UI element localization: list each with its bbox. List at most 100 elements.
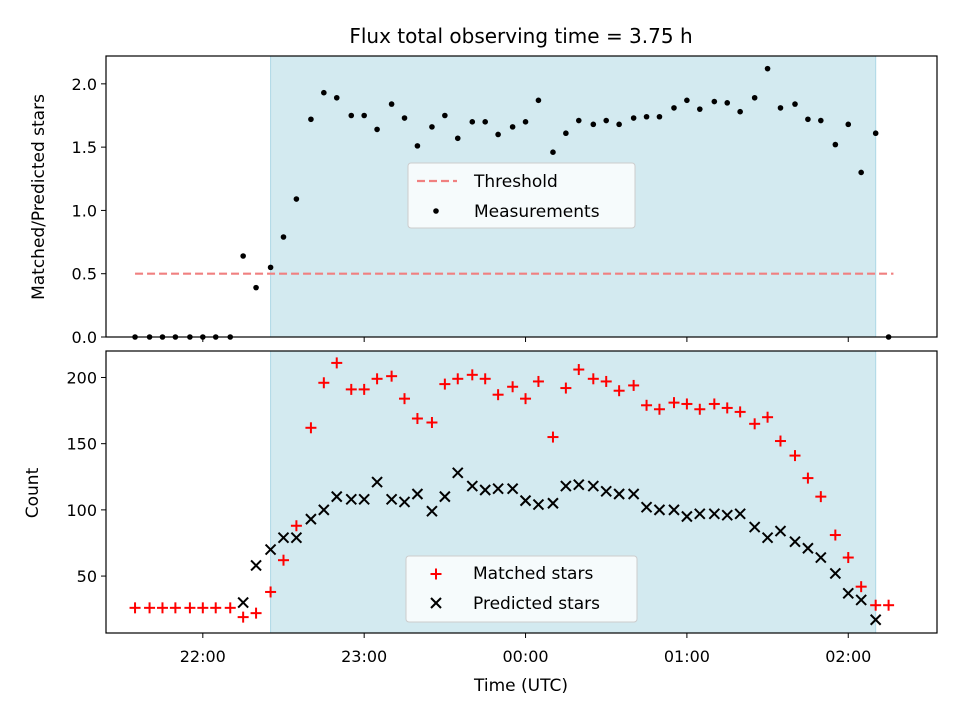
predicted-star-point bbox=[734, 508, 746, 520]
matched-star-point bbox=[560, 382, 572, 394]
measurement-point bbox=[509, 124, 516, 130]
measurement-point bbox=[872, 130, 879, 137]
matched-star-point bbox=[802, 472, 814, 484]
matched-star-point bbox=[532, 375, 544, 387]
measurement-point bbox=[818, 117, 824, 124]
matched-star-point bbox=[883, 599, 895, 611]
matched-star-point bbox=[587, 373, 599, 385]
measurement-point bbox=[616, 121, 622, 128]
measurement-point bbox=[764, 65, 771, 72]
measurement-point bbox=[414, 143, 421, 149]
measurement-point bbox=[429, 124, 435, 130]
bottom-xtick-label: 01:00 bbox=[664, 647, 710, 666]
bottom-legend: Matched stars Predicted stars bbox=[405, 555, 638, 623]
matched-star-point bbox=[386, 370, 398, 382]
matched-star-point bbox=[653, 403, 665, 415]
predicted-star-point bbox=[318, 504, 330, 516]
top-ytick-label: 1.0 bbox=[72, 201, 97, 220]
measurement-point bbox=[751, 94, 758, 101]
matched-star-point bbox=[290, 520, 302, 532]
predicted-star-point bbox=[748, 521, 761, 533]
predicted-star-point bbox=[331, 490, 343, 503]
predicted-star-point bbox=[358, 493, 370, 505]
bottom-xtick-label: 23:00 bbox=[341, 647, 387, 666]
measurement-point bbox=[321, 89, 327, 96]
measurement-point bbox=[469, 119, 476, 125]
predicted-star-point bbox=[345, 493, 357, 505]
predicted-star-point bbox=[600, 485, 612, 498]
predicted-star-point bbox=[613, 488, 625, 500]
predicted-star-point bbox=[855, 594, 867, 606]
measurement-point bbox=[805, 116, 811, 123]
legend-matched-swatch bbox=[430, 568, 442, 580]
measurement-point bbox=[550, 149, 556, 155]
predicted-star-point bbox=[385, 493, 398, 505]
bottom-xtick-label: 00:00 bbox=[502, 647, 548, 666]
matched-star-point bbox=[789, 450, 801, 462]
matched-star-point bbox=[224, 602, 236, 614]
matched-star-point bbox=[641, 399, 653, 411]
measurement-point bbox=[671, 105, 677, 111]
matched-star-point bbox=[708, 398, 720, 410]
matched-star-point bbox=[250, 607, 262, 619]
bottom-ytick-label: 150 bbox=[66, 435, 97, 454]
predicted-star-point bbox=[452, 467, 464, 479]
matched-star-point bbox=[492, 389, 504, 401]
measurement-point bbox=[858, 169, 864, 176]
predicted-star-point bbox=[668, 504, 680, 516]
matched-star-point bbox=[197, 602, 209, 614]
measurement-point bbox=[388, 101, 395, 107]
matched-star-point bbox=[507, 381, 519, 393]
matched-star-point bbox=[749, 418, 761, 430]
legend-predicted-swatch bbox=[430, 597, 442, 609]
predicted-star-point bbox=[802, 542, 814, 554]
matched-star-point bbox=[668, 397, 680, 409]
matched-star-point bbox=[331, 357, 343, 369]
top-legend-box bbox=[407, 162, 636, 229]
measurement-point bbox=[845, 121, 852, 128]
measurement-point bbox=[482, 119, 488, 125]
top-legend: Threshold Measurements bbox=[407, 162, 636, 229]
predicted-star-point bbox=[411, 488, 424, 500]
measurement-point bbox=[737, 108, 743, 115]
top-ytick-label: 2.0 bbox=[72, 75, 97, 94]
measurement-point bbox=[643, 113, 650, 120]
bottom-ytick-label: 200 bbox=[66, 368, 97, 387]
predicted-star-point bbox=[789, 535, 801, 548]
measurement-point bbox=[711, 98, 718, 105]
predicted-star-point bbox=[506, 482, 519, 495]
matched-star-point bbox=[870, 599, 882, 611]
matched-star-point bbox=[426, 416, 438, 428]
matched-star-point bbox=[305, 422, 317, 434]
matched-star-point bbox=[681, 398, 693, 410]
matched-star-point bbox=[774, 435, 786, 447]
matched-star-point bbox=[721, 402, 733, 414]
matched-star-point bbox=[345, 383, 357, 395]
predicted-star-point bbox=[774, 525, 787, 537]
matched-star-point bbox=[734, 406, 746, 418]
predicted-star-point bbox=[627, 488, 640, 500]
predicted-star-point bbox=[640, 501, 653, 513]
matched-star-point bbox=[628, 379, 640, 391]
predicted-star-point bbox=[573, 479, 585, 491]
measurement-point bbox=[280, 234, 287, 240]
measurement-point bbox=[777, 105, 784, 111]
predicted-star-point bbox=[815, 551, 827, 564]
legend-measurements-swatch bbox=[433, 208, 439, 214]
predicted-star-point bbox=[694, 508, 706, 520]
top-ytick-label: 0.5 bbox=[72, 265, 97, 284]
legend-measurements-label: Measurements bbox=[474, 202, 600, 222]
matched-star-point bbox=[439, 378, 451, 390]
bottom-xtick-label: 02:00 bbox=[825, 647, 871, 666]
measurement-point bbox=[563, 130, 569, 137]
matched-star-point bbox=[210, 602, 222, 614]
matched-star-point bbox=[613, 385, 625, 397]
measurement-point bbox=[348, 112, 355, 119]
predicted-star-point bbox=[492, 482, 504, 495]
measurement-point bbox=[697, 106, 703, 112]
predicted-star-point bbox=[532, 498, 545, 511]
matched-star-point bbox=[399, 393, 411, 405]
matched-star-point bbox=[318, 377, 330, 389]
matched-star-point bbox=[129, 602, 141, 614]
